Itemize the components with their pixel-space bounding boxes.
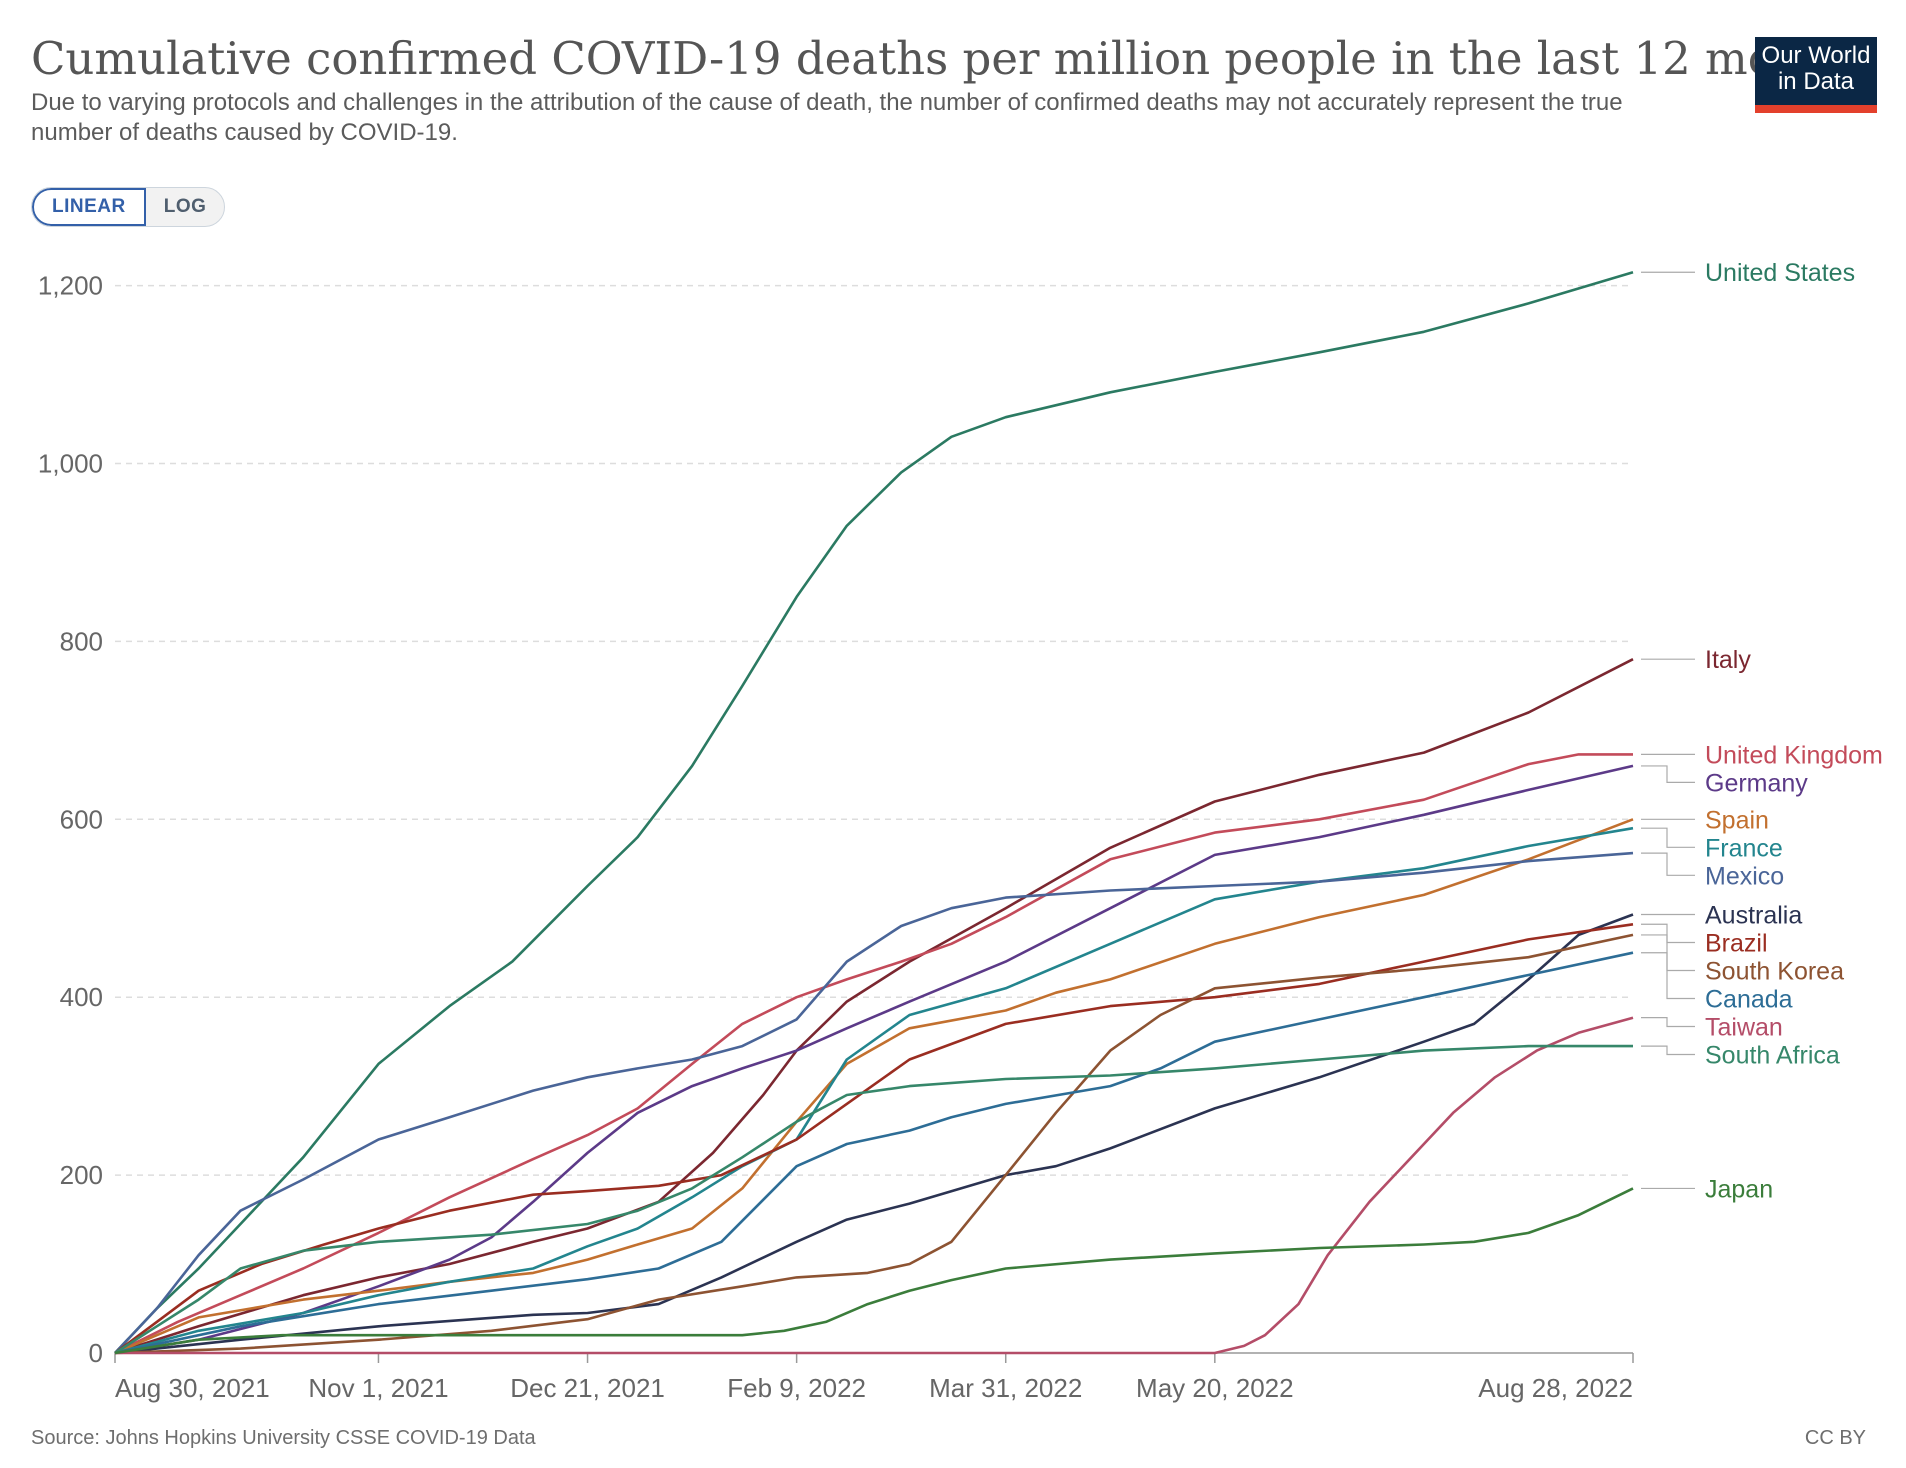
y-tick-label: 1,200 bbox=[38, 271, 103, 301]
series-label-canada[interactable]: Canada bbox=[1705, 985, 1793, 1013]
label-connector-taiwan bbox=[1641, 1017, 1695, 1028]
label-connector-brazil bbox=[1641, 923, 1695, 944]
chart-svg: 0 200 400 600 800 1,000 1,200 Aug 30, 2021 Nov … bbox=[38, 259, 1883, 1403]
series-label-united-kingdom[interactable]: United Kingdom bbox=[1705, 741, 1883, 769]
label-connector-germany bbox=[1641, 765, 1695, 783]
series-label-australia[interactable]: Australia bbox=[1705, 901, 1802, 929]
series-line-germany[interactable] bbox=[114, 764, 1634, 1355]
logo-line1: Our World bbox=[1761, 42, 1871, 69]
series-label-south-africa[interactable]: South Africa bbox=[1705, 1041, 1840, 1069]
y-tick-label: 1,000 bbox=[38, 448, 103, 478]
x-tick-label: Mar 31, 2022 bbox=[929, 1373, 1082, 1403]
series-label-spain[interactable]: Spain bbox=[1705, 806, 1769, 834]
scale-toggle: LINEAR LOG bbox=[31, 187, 226, 227]
series-line-united-kingdom[interactable] bbox=[114, 753, 1633, 1355]
series-line-australia[interactable] bbox=[114, 913, 1634, 1355]
series-line-south-korea[interactable] bbox=[114, 933, 1634, 1355]
label-connector-france bbox=[1641, 827, 1695, 848]
log-button[interactable]: LOG bbox=[163, 196, 207, 217]
series-label-united-states[interactable]: United States bbox=[1705, 259, 1855, 287]
series-label-brazil[interactable]: Brazil bbox=[1705, 929, 1768, 957]
x-tick-label: Nov 1, 2021 bbox=[308, 1373, 448, 1403]
y-tick-label: 0 bbox=[89, 1338, 103, 1368]
x-tick-label: Feb 9, 2022 bbox=[727, 1373, 866, 1403]
label-connector-canada bbox=[1641, 952, 1695, 1000]
gridlines bbox=[115, 284, 1633, 1176]
x-tick-label: Aug 30, 2021 bbox=[115, 1373, 270, 1403]
series-label-south-korea[interactable]: South Korea bbox=[1705, 957, 1844, 985]
series-label-taiwan[interactable]: Taiwan bbox=[1705, 1013, 1783, 1041]
logo-accent-bar bbox=[1755, 105, 1877, 113]
x-tick-label: Dec 21, 2021 bbox=[510, 1373, 665, 1403]
series-label-mexico[interactable]: Mexico bbox=[1705, 862, 1784, 890]
series-line-south-africa[interactable] bbox=[114, 1044, 1633, 1355]
y-tick-label: 800 bbox=[60, 626, 103, 656]
series-label-italy[interactable]: Italy bbox=[1705, 646, 1751, 674]
logo-line2: in Data bbox=[1777, 68, 1855, 95]
linear-button[interactable]: LINEAR bbox=[32, 188, 146, 226]
chart-title: Cumulative confirmed COVID-19 deaths per… bbox=[31, 32, 1874, 85]
chart-subtitle: Due to varying protocols and challenges … bbox=[31, 89, 1623, 146]
owid-logo[interactable]: Our World in Data bbox=[1755, 37, 1877, 113]
y-tick-label: 400 bbox=[60, 982, 103, 1012]
series-line-mexico[interactable] bbox=[114, 851, 1634, 1354]
label-connector-mexico bbox=[1641, 852, 1695, 876]
series-label-japan[interactable]: Japan bbox=[1705, 1175, 1773, 1203]
series-line-canada[interactable] bbox=[114, 951, 1634, 1355]
license-label[interactable]: CC BY bbox=[1804, 1427, 1866, 1449]
source-note[interactable]: Source: Johns Hopkins University CSSE CO… bbox=[31, 1427, 536, 1449]
series-label-france[interactable]: France bbox=[1705, 834, 1783, 862]
x-axis: Aug 30, 2021 Nov 1, 2021 Dec 21, 2021 Feb 9… bbox=[114, 1352, 1634, 1403]
y-tick-label: 600 bbox=[60, 804, 103, 834]
series-line-italy[interactable] bbox=[114, 658, 1634, 1355]
series-line-united-states[interactable] bbox=[114, 270, 1634, 1354]
series-line-taiwan[interactable] bbox=[115, 1016, 1634, 1355]
y-axis: 0 200 400 600 800 1,000 1,200 bbox=[38, 271, 103, 1368]
x-tick-label: May 20, 2022 bbox=[1136, 1373, 1294, 1403]
series-line-japan[interactable] bbox=[114, 1187, 1634, 1355]
series-lines bbox=[114, 270, 1634, 1355]
y-tick-label: 200 bbox=[60, 1160, 103, 1190]
series-label-germany[interactable]: Germany bbox=[1705, 769, 1808, 797]
label-connector-south-africa bbox=[1641, 1045, 1695, 1056]
x-tick-label: Aug 28, 2022 bbox=[1478, 1373, 1633, 1403]
